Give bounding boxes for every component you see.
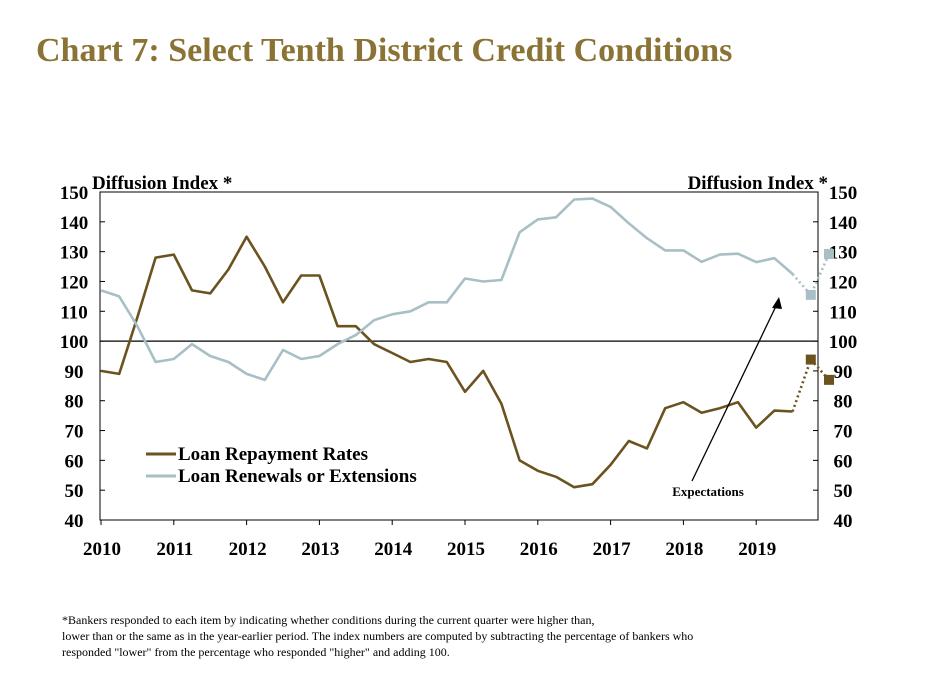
right-tick-label: 50 [834,481,853,502]
right-tick-label: 100 [829,332,858,353]
right-tick-label: 60 [834,451,853,472]
expectation-marker [805,289,816,300]
x-tick-label: 2019 [738,539,776,560]
x-tick-label: 2015 [447,539,485,560]
annotation-text: Expectations [672,484,744,499]
left-tick-label: 140 [60,213,89,234]
expectation-line-0 [791,357,830,412]
x-tick-label: 2011 [156,539,193,560]
x-tick-label: 2014 [374,539,413,560]
expectation-marker [805,354,816,365]
plot-border [99,191,819,521]
legend-label-renewals: Loan Renewals or Extensions [178,466,417,487]
x-tick-label: 2017 [593,539,632,560]
expectations-annotation: Expectations [672,297,782,499]
chart-frame [99,191,819,521]
series-line-0 [100,235,793,489]
series-line-1 [100,197,794,382]
right-tick-label: 40 [834,511,853,532]
right-tick-label: 150 [829,183,858,204]
arrow-head-icon [772,297,782,309]
left-tick-label: 80 [65,392,84,413]
left-axis-label: Diffusion Index * [92,173,232,194]
right-tick-label: 90 [834,362,853,383]
left-tick-label: 40 [65,511,84,532]
left-tick-label: 110 [60,302,87,323]
right-tick-label: 140 [829,213,858,234]
expectation-marker [824,249,834,260]
right-tick-label: 110 [829,302,856,323]
right-tick-label: 130 [829,243,858,264]
right-axis-label: Diffusion Index * [688,173,828,194]
right-tick-label: 70 [834,422,853,443]
right-tick-label: 120 [829,272,858,293]
left-tick-label: 50 [65,481,84,502]
annotation-arrow [691,301,779,482]
footnote: *Bankers responded to each item by indic… [62,612,882,660]
footnote-line: responded "lower" from the percentage wh… [62,645,450,659]
right-y-axis-ticks: 40 50 60 70 80 90 100 110 120 130 140 150 [813,183,857,532]
left-y-axis-ticks: 40 50 60 70 80 90 100 110 120 130 140 150 [60,183,105,532]
left-tick-label: 60 [65,451,84,472]
left-tick-label: 130 [60,243,89,264]
left-tick-label: 70 [65,422,84,443]
x-tick-label: 2012 [229,539,267,560]
x-tick-label: 2013 [301,539,339,560]
chart-title: Chart 7: Select Tenth District Credit Co… [36,32,733,69]
line-chart: 40 50 60 70 80 90 100 110 120 130 140 150 40 50 60 70 8… [60,173,858,560]
left-tick-label: 120 [60,272,89,293]
left-tick-label: 150 [60,183,89,204]
left-tick-label: 90 [65,362,84,383]
expectation-marker [824,374,834,385]
expectation-line-1 [791,253,831,298]
footnote-line: *Bankers responded to each item by indic… [62,613,595,627]
legend: Loan Repayment Rates Loan Renewals or Ex… [146,444,417,487]
series-lines [100,197,834,489]
footnote-line: lower than or the same as in the year-ea… [62,629,694,643]
x-tick-label: 2010 [83,539,121,560]
x-axis-ticks: 2010 2011 2012 2013 2014 2015 2016 2017 2018 2019 [83,520,776,560]
x-tick-label: 2018 [665,539,703,560]
legend-label-repayment: Loan Repayment Rates [178,444,368,465]
left-tick-label: 100 [60,332,89,353]
right-tick-label: 80 [834,392,853,413]
x-tick-label: 2016 [520,539,558,560]
